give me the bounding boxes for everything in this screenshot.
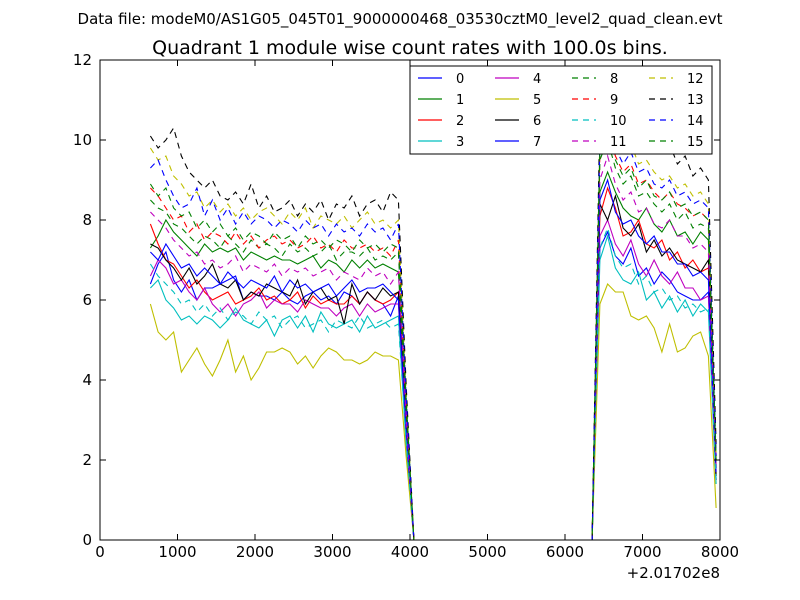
series-line-2 bbox=[149, 186, 717, 541]
y-tick-label: 12 bbox=[73, 51, 92, 69]
series-line-4 bbox=[149, 218, 717, 541]
series-line-13 bbox=[149, 82, 717, 541]
legend-label-2: 2 bbox=[456, 114, 464, 129]
chart-title: Quadrant 1 module wise count rates with … bbox=[152, 37, 668, 59]
x-tick-label: 5000 bbox=[468, 543, 506, 561]
y-tick-label: 8 bbox=[82, 211, 92, 229]
y-tick-label: 2 bbox=[82, 451, 92, 469]
y-tick-label: 4 bbox=[82, 371, 92, 389]
legend-label-13: 13 bbox=[687, 93, 704, 108]
legend-label-5: 5 bbox=[533, 93, 541, 108]
legend-box bbox=[409, 65, 713, 155]
x-offset-label: +2.01702e8 bbox=[627, 564, 720, 582]
legend-label-11: 11 bbox=[610, 135, 627, 150]
legend-label-8: 8 bbox=[610, 72, 618, 87]
series-line-11 bbox=[150, 154, 717, 541]
series-line-6 bbox=[150, 193, 717, 541]
legend-label-15: 15 bbox=[687, 135, 704, 150]
x-tick-label: 8000 bbox=[701, 543, 739, 561]
series-line-3 bbox=[150, 233, 717, 541]
axis-ticks: 0 1000 2000 3000 4000 5000 6000 7000 80000246810… bbox=[73, 51, 739, 561]
series-group bbox=[149, 82, 717, 541]
x-tick-label: 7000 bbox=[623, 543, 661, 561]
y-tick-label: 6 bbox=[82, 291, 92, 309]
series-line-7 bbox=[150, 178, 717, 541]
legend-label-14: 14 bbox=[687, 114, 704, 129]
series-line-14 bbox=[150, 118, 717, 541]
series-line-9 bbox=[150, 130, 717, 541]
legend-label-7: 7 bbox=[533, 135, 541, 150]
legend-label-9: 9 bbox=[610, 93, 618, 108]
legend-label-10: 10 bbox=[610, 114, 627, 129]
legend-label-0: 0 bbox=[456, 72, 464, 87]
legend-label-3: 3 bbox=[456, 135, 464, 150]
x-tick-label: 3000 bbox=[313, 543, 351, 561]
x-tick-label: 4000 bbox=[391, 543, 429, 561]
legend-label-1: 1 bbox=[456, 93, 464, 108]
legend-label-12: 12 bbox=[687, 72, 704, 87]
suptitle: Data file: modeM0/AS1G05_045T01_90000004… bbox=[78, 10, 723, 29]
legend-label-4: 4 bbox=[533, 72, 541, 87]
series-line-5 bbox=[149, 283, 717, 541]
series-line-0 bbox=[149, 230, 717, 541]
x-tick-label: 1000 bbox=[158, 543, 196, 561]
x-tick-label: 6000 bbox=[546, 543, 584, 561]
series-line-10 bbox=[149, 226, 717, 541]
y-tick-label: 10 bbox=[73, 131, 92, 149]
x-tick-label: 0 bbox=[95, 543, 105, 561]
series-line-8 bbox=[150, 138, 717, 541]
series-line-15 bbox=[149, 126, 717, 541]
legend-label-6: 6 bbox=[533, 114, 541, 129]
y-tick-label: 0 bbox=[82, 531, 92, 549]
x-tick-label: 2000 bbox=[236, 543, 274, 561]
series-line-1 bbox=[149, 170, 717, 541]
